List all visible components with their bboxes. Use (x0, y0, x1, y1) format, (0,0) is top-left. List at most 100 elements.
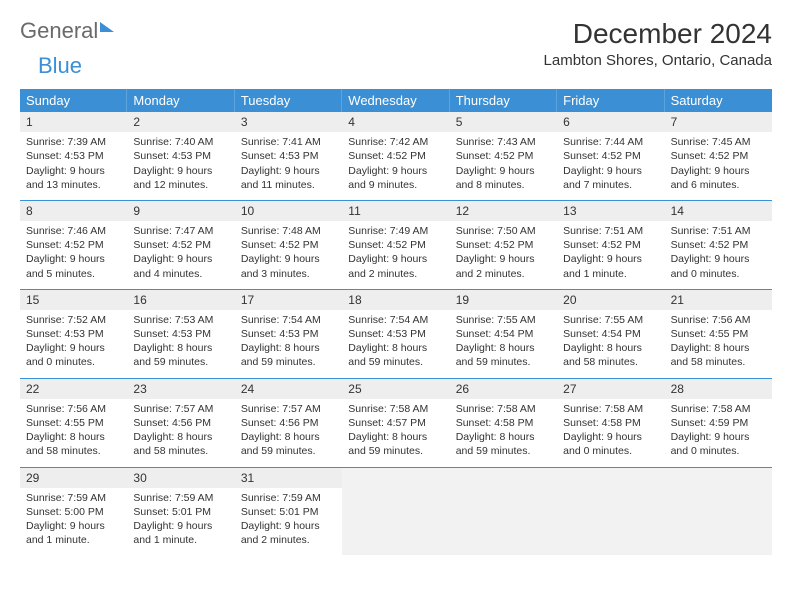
day-number: 11 (342, 201, 449, 221)
day-cell: 3Sunrise: 7:41 AMSunset: 4:53 PMDaylight… (235, 112, 342, 200)
sunrise-line: Sunrise: 7:59 AM (133, 491, 228, 505)
sunrise-line: Sunrise: 7:54 AM (241, 313, 336, 327)
day-cell: 15Sunrise: 7:52 AMSunset: 4:53 PMDayligh… (20, 290, 127, 378)
day-cell: 1Sunrise: 7:39 AMSunset: 4:53 PMDaylight… (20, 112, 127, 200)
daylight-line: Daylight: 8 hours and 59 minutes. (456, 430, 551, 458)
sunrise-line: Sunrise: 7:59 AM (26, 491, 121, 505)
sunrise-line: Sunrise: 7:58 AM (671, 402, 766, 416)
daylight-line: Daylight: 9 hours and 12 minutes. (133, 164, 228, 192)
week-row: 22Sunrise: 7:56 AMSunset: 4:55 PMDayligh… (20, 378, 772, 467)
sunrise-line: Sunrise: 7:42 AM (348, 135, 443, 149)
day-cell: 6Sunrise: 7:44 AMSunset: 4:52 PMDaylight… (557, 112, 664, 200)
daylight-line: Daylight: 8 hours and 59 minutes. (456, 341, 551, 369)
sunset-line: Sunset: 4:59 PM (671, 416, 766, 430)
day-number: 18 (342, 290, 449, 310)
sunrise-line: Sunrise: 7:50 AM (456, 224, 551, 238)
day-cell (450, 468, 557, 556)
daylight-line: Daylight: 9 hours and 1 minute. (26, 519, 121, 547)
day-cell: 19Sunrise: 7:55 AMSunset: 4:54 PMDayligh… (450, 290, 557, 378)
sunset-line: Sunset: 4:53 PM (26, 149, 121, 163)
day-number: 29 (20, 468, 127, 488)
daylight-line: Daylight: 8 hours and 59 minutes. (348, 430, 443, 458)
daylight-line: Daylight: 9 hours and 13 minutes. (26, 164, 121, 192)
day-cell: 11 Sunrise: 7:49 AMSunset: 4:52 PMDayligh… (342, 201, 449, 289)
sunrise-line: Sunrise: 7:58 AM (456, 402, 551, 416)
daylight-line: Daylight: 8 hours and 58 minutes. (563, 341, 658, 369)
dow-monday: Monday (127, 89, 234, 112)
daylight-line: Daylight: 9 hours and 0 minutes. (563, 430, 658, 458)
logo-triangle-icon (100, 22, 114, 32)
day-number: 20 (557, 290, 664, 310)
day-cell: 17Sunrise: 7:54 AMSunset: 4:53 PMDayligh… (235, 290, 342, 378)
dow-saturday: Saturday (665, 89, 772, 112)
sunset-line: Sunset: 5:01 PM (133, 505, 228, 519)
weeks-container: 1Sunrise: 7:39 AMSunset: 4:53 PMDaylight… (20, 112, 772, 555)
sunrise-line: Sunrise: 7:56 AM (26, 402, 121, 416)
day-cell: 31Sunrise: 7:59 AMSunset: 5:01 PMDayligh… (235, 468, 342, 556)
sunset-line: Sunset: 4:53 PM (133, 149, 228, 163)
sunrise-line: Sunrise: 7:40 AM (133, 135, 228, 149)
day-cell: 10Sunrise: 7:48 AMSunset: 4:52 PMDayligh… (235, 201, 342, 289)
sunrise-line: Sunrise: 7:49 AM (348, 224, 443, 238)
daylight-line: Daylight: 9 hours and 0 minutes. (671, 252, 766, 280)
day-cell: 28 Sunrise: 7:58 AMSunset: 4:59 PMDayligh… (665, 379, 772, 467)
sunset-line: Sunset: 4:53 PM (241, 149, 336, 163)
sunset-line: Sunset: 4:53 PM (26, 327, 121, 341)
daylight-line: Daylight: 8 hours and 59 minutes. (241, 341, 336, 369)
day-number: 31 (235, 468, 342, 488)
daylight-line: Daylight: 8 hours and 58 minutes. (133, 430, 228, 458)
daylight-line: Daylight: 9 hours and 0 minutes. (26, 341, 121, 369)
sunset-line: Sunset: 4:52 PM (563, 149, 658, 163)
sunrise-line: Sunrise: 7:46 AM (26, 224, 121, 238)
day-number: 28 (665, 379, 772, 399)
day-number: 1 (20, 112, 127, 132)
daylight-line: Daylight: 8 hours and 58 minutes. (671, 341, 766, 369)
day-cell: 23 Sunrise: 7:57 AMSunset: 4:56 PMDayligh… (127, 379, 234, 467)
sunset-line: Sunset: 4:52 PM (348, 149, 443, 163)
daylight-line: Daylight: 9 hours and 0 minutes. (671, 430, 766, 458)
day-number: 7 (665, 112, 772, 132)
sunrise-line: Sunrise: 7:59 AM (241, 491, 336, 505)
sunrise-line: Sunrise: 7:57 AM (133, 402, 228, 416)
day-cell: 7Sunrise: 7:45 AMSunset: 4:52 PMDaylight… (665, 112, 772, 200)
sunset-line: Sunset: 4:52 PM (26, 238, 121, 252)
dow-thursday: Thursday (450, 89, 557, 112)
week-row: 15Sunrise: 7:52 AMSunset: 4:53 PMDayligh… (20, 289, 772, 378)
sunset-line: Sunset: 4:52 PM (133, 238, 228, 252)
day-cell (665, 468, 772, 556)
day-cell (557, 468, 664, 556)
week-row: 1Sunrise: 7:39 AMSunset: 4:53 PMDaylight… (20, 112, 772, 200)
daylight-line: Daylight: 8 hours and 59 minutes. (241, 430, 336, 458)
day-number: 9 (127, 201, 234, 221)
daylight-line: Daylight: 9 hours and 8 minutes. (456, 164, 551, 192)
day-number: 3 (235, 112, 342, 132)
sunset-line: Sunset: 4:56 PM (133, 416, 228, 430)
sunset-line: Sunset: 5:01 PM (241, 505, 336, 519)
sunset-line: Sunset: 4:56 PM (241, 416, 336, 430)
sunset-line: Sunset: 4:58 PM (563, 416, 658, 430)
daylight-line: Daylight: 9 hours and 1 minute. (563, 252, 658, 280)
daylight-line: Daylight: 9 hours and 2 minutes. (348, 252, 443, 280)
day-number: 12 (450, 201, 557, 221)
day-number: 16 (127, 290, 234, 310)
day-cell: 21Sunrise: 7:56 AMSunset: 4:55 PMDayligh… (665, 290, 772, 378)
sunset-line: Sunset: 4:52 PM (348, 238, 443, 252)
sunset-line: Sunset: 4:54 PM (456, 327, 551, 341)
sunset-line: Sunset: 5:00 PM (26, 505, 121, 519)
daylight-line: Daylight: 9 hours and 2 minutes. (456, 252, 551, 280)
dow-row: Sunday Monday Tuesday Wednesday Thursday… (20, 89, 772, 112)
day-number: 19 (450, 290, 557, 310)
day-cell: 26Sunrise: 7:58 AMSunset: 4:58 PMDayligh… (450, 379, 557, 467)
daylight-line: Daylight: 9 hours and 9 minutes. (348, 164, 443, 192)
daylight-line: Daylight: 9 hours and 6 minutes. (671, 164, 766, 192)
sunrise-line: Sunrise: 7:43 AM (456, 135, 551, 149)
sunset-line: Sunset: 4:54 PM (563, 327, 658, 341)
day-cell: 25Sunrise: 7:58 AMSunset: 4:57 PMDayligh… (342, 379, 449, 467)
day-cell: 12Sunrise: 7:50 AMSunset: 4:52 PMDayligh… (450, 201, 557, 289)
day-number: 23 (127, 379, 234, 399)
sunrise-line: Sunrise: 7:52 AM (26, 313, 121, 327)
day-number: 8 (20, 201, 127, 221)
day-cell: 13Sunrise: 7:51 AMSunset: 4:52 PMDayligh… (557, 201, 664, 289)
day-cell: 16Sunrise: 7:53 AMSunset: 4:53 PMDayligh… (127, 290, 234, 378)
sunrise-line: Sunrise: 7:54 AM (348, 313, 443, 327)
